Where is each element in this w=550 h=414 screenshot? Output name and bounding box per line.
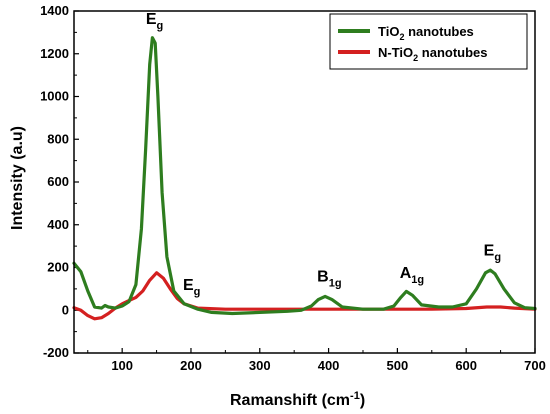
x-axis-title: Ramanshift (cm-1)	[230, 390, 365, 409]
legend-label-n-tio2: N-TiO2 nanotubes	[378, 45, 488, 63]
y-tick-label: 1200	[40, 46, 69, 61]
x-tick-label: 400	[318, 358, 340, 373]
y-tick-label: 800	[47, 131, 69, 146]
y-tick-label: 400	[47, 217, 69, 232]
x-tick-label: 300	[249, 358, 271, 373]
x-axis-title-sup: -1	[350, 390, 360, 402]
series-line-n-tio2	[72, 271, 537, 321]
y-tick-label: 0	[62, 302, 69, 317]
peak-label: B1g	[317, 268, 341, 289]
y-axis-title: Intensity (a.u)	[9, 126, 26, 230]
legend-box	[329, 13, 528, 70]
y-tick-label: 1000	[40, 89, 69, 104]
plot-frame	[73, 10, 536, 354]
peak-label: Eg	[183, 277, 200, 298]
y-tick-label: -200	[43, 345, 69, 360]
peak-annotations: Eg Eg B1g A1g Eg	[146, 11, 501, 298]
x-tick-label: 200	[180, 358, 202, 373]
peak-label: Eg	[484, 243, 501, 264]
x-tick-label: 700	[524, 358, 546, 373]
x-tick-label: 500	[387, 358, 409, 373]
y-tick-label: 200	[47, 260, 69, 275]
legend: TiO2 nanotubes N-TiO2 nanotubes	[329, 13, 528, 70]
series-layer	[72, 36, 537, 321]
x-tick-label: 100	[111, 358, 133, 373]
x-axis-ticks: 100 200 300 400 500 600 700	[87, 348, 546, 373]
peak-label: Eg	[146, 11, 163, 32]
series-line-tio2	[72, 36, 537, 316]
y-tick-label: 600	[47, 174, 69, 189]
peak-label: A1g	[400, 265, 424, 286]
legend-label-tio2: TiO2 nanotubes	[378, 24, 474, 42]
y-tick-label: 1400	[40, 3, 69, 18]
x-tick-label: 600	[455, 358, 477, 373]
